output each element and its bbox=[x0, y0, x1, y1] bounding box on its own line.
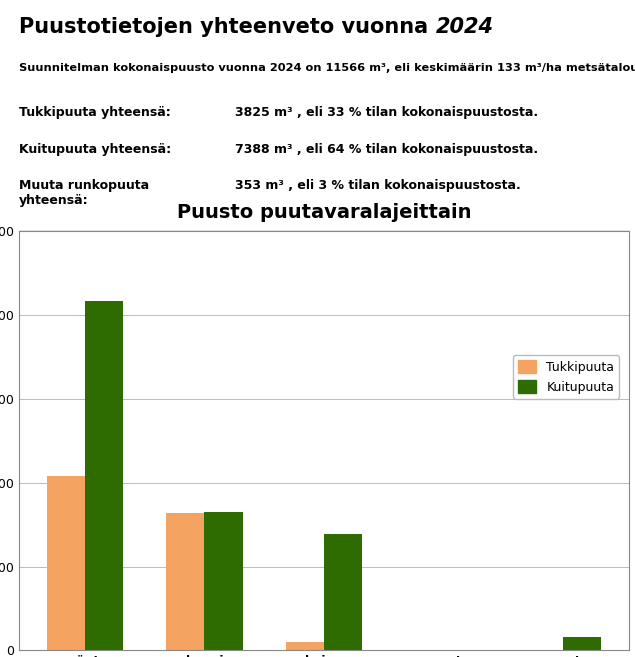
Text: Muuta runkopuuta
yhteensä:: Muuta runkopuuta yhteensä: bbox=[19, 179, 149, 208]
Legend: Tukkipuuta, Kuitupuuta: Tukkipuuta, Kuitupuuta bbox=[512, 355, 619, 399]
Text: Puustotietojen yhteenveto vuonna: Puustotietojen yhteenveto vuonna bbox=[19, 16, 436, 37]
Bar bbox=[47, 476, 85, 650]
Bar bbox=[85, 301, 123, 650]
Bar bbox=[204, 512, 243, 650]
Bar bbox=[563, 637, 601, 650]
Text: Kuitupuuta yhteensä:: Kuitupuuta yhteensä: bbox=[19, 143, 171, 156]
Text: Suunnitelman kokonaispuusto vuonna 2024 on 11566 m³, eli keskimäärin 133 m³/ha m: Suunnitelman kokonaispuusto vuonna 2024 … bbox=[19, 63, 635, 73]
Text: 2024: 2024 bbox=[436, 16, 493, 37]
Title: Puusto puutavaralajeittain: Puusto puutavaralajeittain bbox=[177, 202, 471, 221]
Text: 3825 m³ , eli 33 % tilan kokonaispuustosta.: 3825 m³ , eli 33 % tilan kokonaispuustos… bbox=[236, 106, 538, 120]
Text: Tukkipuuta yhteensä:: Tukkipuuta yhteensä: bbox=[19, 106, 171, 120]
Text: 7388 m³ , eli 64 % tilan kokonaispuustosta.: 7388 m³ , eli 64 % tilan kokonaispuustos… bbox=[236, 143, 538, 156]
Bar bbox=[286, 642, 324, 650]
Bar bbox=[324, 534, 362, 650]
Text: 353 m³ , eli 3 % tilan kokonaispuustosta.: 353 m³ , eli 3 % tilan kokonaispuustosta… bbox=[236, 179, 521, 193]
Bar bbox=[166, 513, 204, 650]
